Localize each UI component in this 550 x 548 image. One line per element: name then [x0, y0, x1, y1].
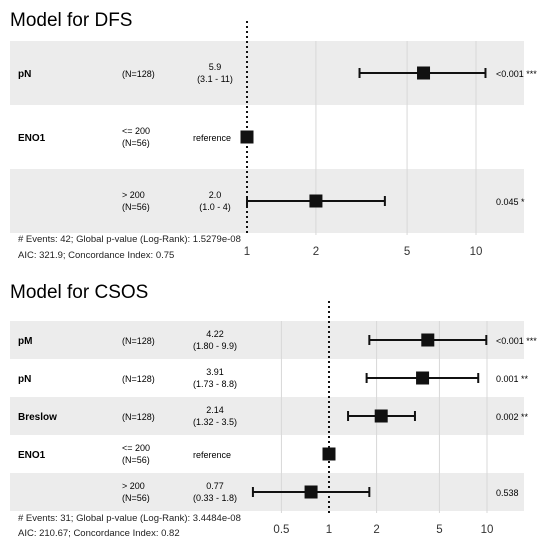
variable-label: ENO1: [18, 450, 46, 461]
n-label: (N=56): [122, 138, 150, 148]
hr-text: 5.9: [209, 62, 222, 72]
variable-label: pN: [18, 374, 31, 385]
hr-text: reference: [193, 450, 231, 460]
ci-text: (1.73 - 8.8): [193, 379, 237, 389]
n-label: (N=56): [122, 202, 150, 212]
hr-text: reference: [193, 133, 231, 143]
hr-text: 4.22: [206, 329, 224, 339]
n-label: (N=128): [122, 336, 155, 346]
level-label: > 200: [122, 190, 145, 200]
x-tick-label: 10: [470, 246, 483, 258]
ci-text: (1.32 - 3.5): [193, 417, 237, 427]
footer-note: AIC: 321.9; Concordance Index: 0.75: [18, 250, 174, 261]
panel-title-1: Model for CSOS: [10, 282, 148, 303]
hr-marker: [309, 194, 323, 208]
x-tick-label: 2: [313, 246, 319, 258]
hr-marker: [417, 66, 431, 80]
variable-label: pM: [18, 336, 32, 347]
level-label: > 200: [122, 481, 145, 491]
hr-text: 2.14: [206, 405, 224, 415]
p-value: <0.001 ***: [496, 69, 537, 79]
x-tick-label: 5: [404, 246, 410, 258]
p-value: <0.001 ***: [496, 336, 537, 346]
footer-note: # Events: 31; Global p-value (Log-Rank):…: [18, 513, 241, 524]
footer-note: AIC: 210.67; Concordance Index: 0.82: [18, 528, 180, 539]
n-label: (N=128): [122, 374, 155, 384]
x-tick-label: 5: [436, 524, 442, 536]
variable-label: pN: [18, 69, 31, 80]
variable-label: ENO1: [18, 133, 46, 144]
n-label: (N=128): [122, 69, 155, 79]
hr-text: 3.91: [206, 367, 224, 377]
x-tick-label: 2: [373, 524, 379, 536]
x-tick-label: 10: [481, 524, 494, 536]
x-tick-label: 1: [244, 246, 250, 258]
p-value: 0.538: [496, 488, 519, 498]
hr-text: 0.77: [206, 481, 224, 491]
ci-text: (0.33 - 1.8): [193, 493, 237, 503]
hr-marker: [240, 130, 254, 144]
hr-marker: [416, 371, 430, 385]
hr-marker: [374, 409, 388, 423]
p-value: 0.001 **: [496, 374, 529, 384]
ci-text: (3.1 - 11): [197, 74, 233, 84]
hr-marker: [421, 333, 435, 347]
p-value: 0.002 **: [496, 412, 529, 422]
x-tick-label: 1: [326, 524, 332, 536]
hr-marker: [304, 485, 318, 499]
p-value: 0.045 *: [496, 197, 525, 207]
hr-text: 2.0: [209, 190, 222, 200]
row-band: [10, 397, 524, 435]
variable-label: Breslow: [18, 412, 57, 423]
panel-title-0: Model for DFS: [10, 10, 132, 31]
level-label: <= 200: [122, 443, 150, 453]
hr-marker: [322, 447, 336, 461]
x-tick-label: 0.5: [273, 524, 289, 536]
footer-note: # Events: 42; Global p-value (Log-Rank):…: [18, 234, 241, 245]
ci-text: (1.0 - 4): [199, 202, 231, 212]
n-label: (N=56): [122, 493, 150, 503]
ci-text: (1.80 - 9.9): [193, 341, 237, 351]
n-label: (N=128): [122, 412, 155, 422]
n-label: (N=56): [122, 455, 150, 465]
level-label: <= 200: [122, 126, 150, 136]
